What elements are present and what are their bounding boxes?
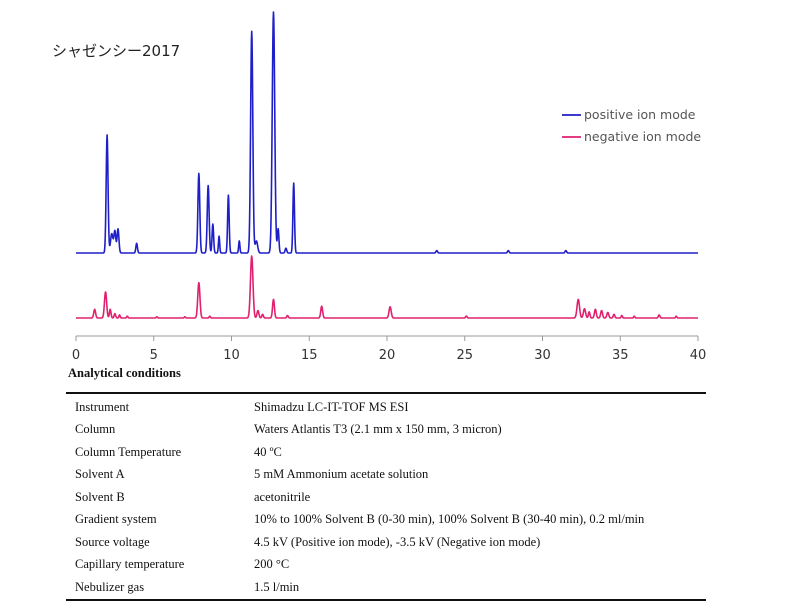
- condition-value: 40 ºC: [254, 444, 282, 459]
- chromatogram-chart: シャゼンシー2017 positive ion mode negative io…: [52, 11, 707, 363]
- table-row: Column Temperature 40 ºC: [66, 441, 706, 464]
- legend: positive ion mode negative ion mode: [562, 107, 701, 144]
- chromatogram-traces: [75, 11, 699, 319]
- x-tick-label: 20: [379, 348, 396, 363]
- x-tick-label: 10: [223, 348, 240, 363]
- x-tick-label: 40: [690, 348, 707, 363]
- x-tick-label: 15: [301, 348, 318, 363]
- table-row: Solvent B acetonitrile: [66, 486, 706, 509]
- condition-label: Solvent A: [75, 467, 125, 482]
- sample-title: シャゼンシー2017: [52, 42, 180, 60]
- x-tick-label: 35: [612, 348, 629, 363]
- condition-label: Column Temperature: [75, 444, 182, 459]
- condition-label: Nebulizer gas: [75, 579, 145, 594]
- condition-label: Source voltage: [75, 534, 150, 549]
- condition-value: 1.5 l/min: [254, 579, 300, 594]
- series-line-negative: [75, 255, 699, 319]
- condition-label: Gradient system: [75, 512, 157, 527]
- condition-value: Waters Atlantis T3 (2.1 mm x 150 mm, 3 m…: [254, 422, 502, 437]
- condition-value: 4.5 kV (Positive ion mode), -3.5 kV (Neg…: [254, 534, 541, 549]
- condition-label: Capillary temperature: [75, 557, 185, 572]
- table-row: Gradient system 10% to 100% Solvent B (0-…: [66, 509, 706, 532]
- condition-value: Shimadzu LC-IT-TOF MS ESI: [254, 399, 409, 414]
- legend-label-negative: negative ion mode: [584, 129, 701, 144]
- table-row: Source voltage 4.5 kV (Positive ion mode)…: [66, 531, 706, 554]
- table-row: Nebulizer gas 1.5 l/min: [66, 576, 706, 600]
- table-row: Capillary temperature 200 °C: [66, 554, 706, 577]
- table-row: Column Waters Atlantis T3 (2.1 mm x 150 m…: [66, 419, 706, 442]
- x-tick-label: 30: [534, 348, 551, 363]
- condition-label: Instrument: [75, 399, 130, 414]
- condition-value: 200 °C: [254, 557, 290, 572]
- x-tick-label: 0: [72, 348, 80, 363]
- condition-value: acetonitrile: [254, 489, 311, 504]
- x-tick-label: 5: [150, 348, 158, 363]
- x-axis: 0 5 10 15 20 25 30 35 40: [72, 335, 707, 363]
- table-row: Solvent A 5 mM Ammonium acetate solution: [66, 464, 706, 487]
- x-tick-label: 25: [456, 348, 473, 363]
- condition-value: 5 mM Ammonium acetate solution: [254, 467, 429, 482]
- series-line-positive: [75, 11, 699, 254]
- condition-label: Column: [75, 422, 116, 437]
- conditions-heading: Analytical conditions: [68, 366, 181, 380]
- condition-value: 10% to 100% Solvent B (0-30 min), 100% S…: [254, 512, 645, 527]
- condition-label: Solvent B: [75, 489, 125, 504]
- conditions-table: Instrument Shimadzu LC-IT-TOF MS ESI Colum…: [66, 392, 706, 601]
- legend-label-positive: positive ion mode: [584, 107, 696, 122]
- table-row: Instrument Shimadzu LC-IT-TOF MS ESI: [66, 393, 706, 419]
